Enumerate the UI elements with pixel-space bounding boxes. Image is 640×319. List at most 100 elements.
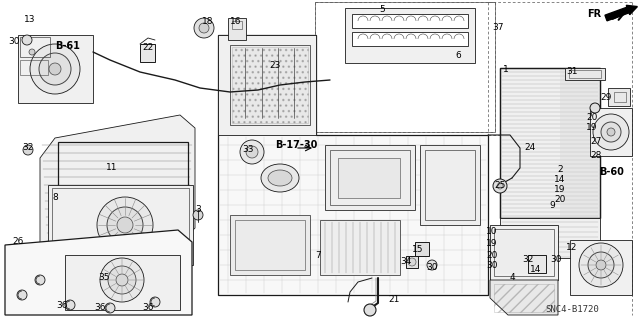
FancyArrow shape bbox=[605, 5, 637, 21]
Text: 27: 27 bbox=[590, 137, 602, 146]
Circle shape bbox=[497, 183, 503, 189]
Text: 23: 23 bbox=[269, 61, 281, 70]
Bar bbox=[500, 218, 600, 258]
Circle shape bbox=[607, 128, 615, 136]
Text: 30: 30 bbox=[550, 256, 562, 264]
Bar bbox=[352, 32, 468, 46]
Text: 16: 16 bbox=[230, 18, 242, 26]
Ellipse shape bbox=[261, 164, 299, 192]
Bar bbox=[228, 18, 246, 40]
Bar bbox=[352, 14, 468, 28]
Circle shape bbox=[65, 300, 75, 310]
Circle shape bbox=[588, 252, 614, 278]
Text: 26: 26 bbox=[12, 238, 24, 247]
Text: 34: 34 bbox=[400, 257, 412, 266]
Circle shape bbox=[108, 266, 136, 294]
Text: 25: 25 bbox=[494, 181, 506, 189]
Text: B-60: B-60 bbox=[600, 167, 625, 177]
Text: 36: 36 bbox=[142, 303, 154, 313]
Bar bbox=[230, 215, 310, 275]
Text: 9: 9 bbox=[549, 201, 555, 210]
Bar bbox=[48, 185, 193, 265]
Circle shape bbox=[22, 35, 32, 45]
Circle shape bbox=[100, 258, 144, 302]
Bar bbox=[406, 256, 418, 268]
Text: 32: 32 bbox=[522, 256, 534, 264]
Text: 19: 19 bbox=[586, 123, 598, 132]
Circle shape bbox=[596, 260, 606, 270]
Bar bbox=[590, 108, 632, 156]
Bar bbox=[230, 45, 310, 125]
Bar bbox=[500, 68, 600, 218]
Circle shape bbox=[150, 297, 160, 307]
Text: 32: 32 bbox=[22, 144, 34, 152]
Bar bbox=[52, 188, 189, 262]
Text: 7: 7 bbox=[315, 250, 321, 259]
Text: 30: 30 bbox=[426, 263, 438, 272]
Circle shape bbox=[590, 103, 600, 113]
Bar bbox=[320, 220, 400, 275]
Bar bbox=[494, 284, 554, 312]
Circle shape bbox=[105, 303, 115, 313]
Circle shape bbox=[49, 63, 61, 75]
Polygon shape bbox=[490, 280, 558, 315]
Bar bbox=[608, 88, 630, 106]
Text: 5: 5 bbox=[379, 5, 385, 14]
Bar bbox=[235, 220, 305, 270]
Bar bbox=[330, 150, 410, 205]
Circle shape bbox=[35, 275, 45, 285]
Bar bbox=[569, 70, 601, 78]
Circle shape bbox=[23, 145, 33, 155]
Bar bbox=[20, 37, 50, 57]
Circle shape bbox=[493, 179, 507, 193]
Bar bbox=[614, 92, 626, 102]
Text: 36: 36 bbox=[56, 300, 68, 309]
Text: 19: 19 bbox=[486, 240, 498, 249]
Circle shape bbox=[97, 197, 153, 253]
Polygon shape bbox=[218, 35, 488, 295]
Bar bbox=[496, 231, 552, 274]
Circle shape bbox=[117, 217, 133, 233]
Circle shape bbox=[29, 49, 35, 55]
Bar bbox=[420, 145, 480, 225]
Text: B-17-30: B-17-30 bbox=[275, 140, 317, 150]
Circle shape bbox=[193, 210, 203, 220]
Text: 20: 20 bbox=[586, 114, 598, 122]
Text: 3: 3 bbox=[195, 205, 201, 214]
Polygon shape bbox=[40, 115, 195, 268]
Text: 22: 22 bbox=[142, 43, 154, 53]
Bar bbox=[232, 47, 308, 123]
Circle shape bbox=[194, 18, 214, 38]
Bar bbox=[58, 142, 188, 252]
Circle shape bbox=[246, 146, 258, 158]
Text: 11: 11 bbox=[106, 164, 118, 173]
Text: 20: 20 bbox=[554, 196, 566, 204]
Bar bbox=[565, 68, 605, 80]
Circle shape bbox=[199, 23, 209, 33]
Text: 12: 12 bbox=[566, 243, 578, 253]
Text: 30: 30 bbox=[8, 38, 20, 47]
Text: 2: 2 bbox=[557, 166, 563, 174]
Bar bbox=[415, 242, 429, 256]
Polygon shape bbox=[42, 118, 193, 265]
Circle shape bbox=[593, 114, 629, 150]
Text: B-61: B-61 bbox=[56, 41, 81, 51]
Text: 1: 1 bbox=[503, 65, 509, 75]
Circle shape bbox=[427, 260, 437, 270]
Bar bbox=[345, 8, 475, 63]
Text: 20: 20 bbox=[486, 250, 498, 259]
Text: 6: 6 bbox=[455, 50, 461, 60]
Text: FR: FR bbox=[587, 9, 601, 19]
Bar bbox=[218, 35, 316, 135]
Ellipse shape bbox=[268, 170, 292, 186]
Circle shape bbox=[17, 290, 27, 300]
Text: 36: 36 bbox=[94, 303, 106, 313]
Text: 35: 35 bbox=[99, 273, 109, 283]
Bar bbox=[570, 240, 632, 295]
Bar bbox=[500, 68, 600, 218]
Circle shape bbox=[601, 122, 621, 142]
Bar bbox=[528, 255, 546, 273]
Bar bbox=[232, 21, 242, 29]
Bar bbox=[494, 229, 554, 276]
Bar bbox=[560, 68, 600, 218]
